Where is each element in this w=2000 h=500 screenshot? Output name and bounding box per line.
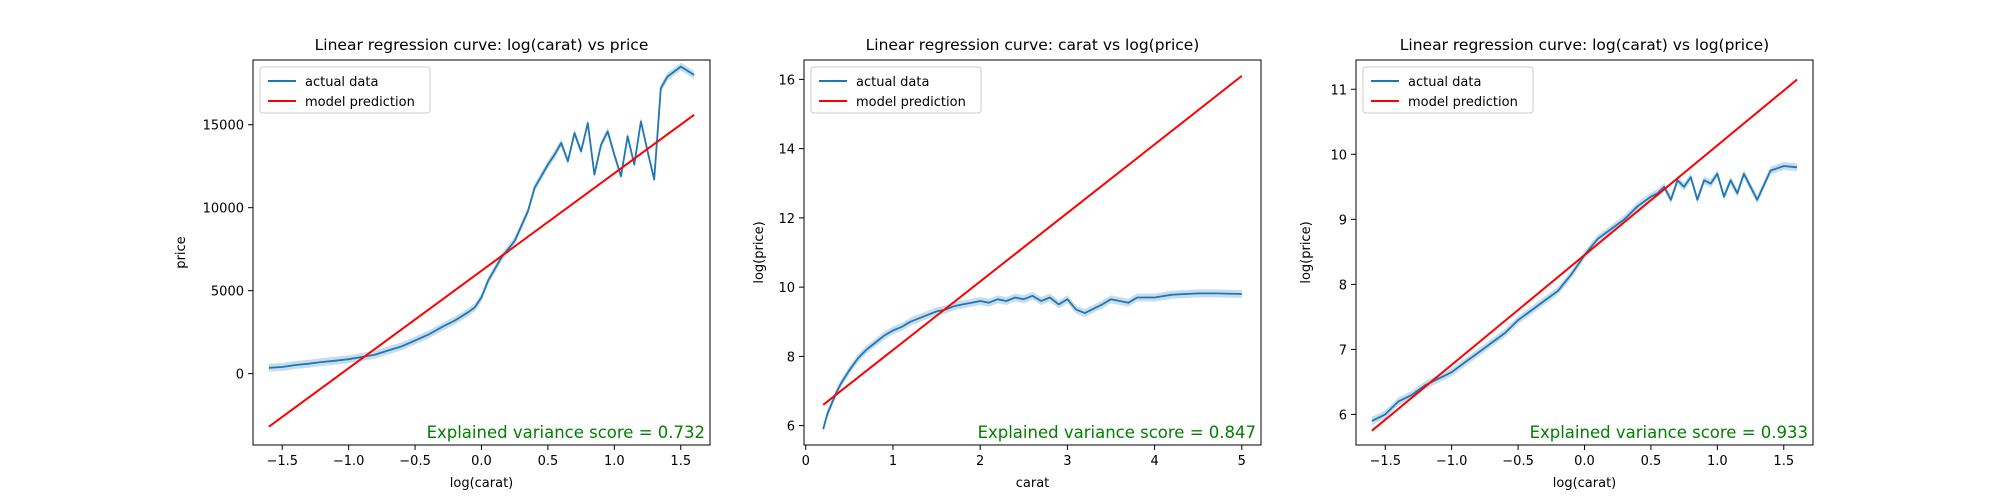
x-tick-label: 1 xyxy=(889,454,897,469)
x-tick-label: −1.5 xyxy=(1369,454,1401,469)
legend: actual data model prediction xyxy=(810,66,982,114)
x-axis-label: carat xyxy=(1016,476,1050,491)
chart-title: Linear regression curve: carat vs log(pr… xyxy=(866,36,1200,54)
explained-variance-annotation: Explained variance score = 0.847 xyxy=(978,423,1256,442)
explained-variance-annotation: Explained variance score = 0.732 xyxy=(427,423,705,442)
x-tick-label: 0.0 xyxy=(471,454,492,469)
legend-label: model prediction xyxy=(1408,95,1518,110)
y-tick-label: 7 xyxy=(1339,343,1347,358)
legend-label: actual data xyxy=(1408,75,1481,90)
y-axis-label: price xyxy=(174,236,189,268)
x-tick-label: 0.0 xyxy=(1574,454,1595,469)
legend-label: model prediction xyxy=(856,95,966,110)
model-prediction-line xyxy=(1371,78,1798,432)
x-tick-label: 0 xyxy=(802,454,810,469)
y-tick-label: 5000 xyxy=(211,285,244,300)
x-tick-label: 3 xyxy=(1063,454,1071,469)
y-tick-label: 15000 xyxy=(203,119,244,134)
x-tick-label: 1.5 xyxy=(670,454,691,469)
x-tick-label: 1.5 xyxy=(1773,454,1794,469)
model-prediction-line xyxy=(268,113,695,428)
legend-label: actual data xyxy=(305,75,378,90)
x-tick-label: −1.5 xyxy=(266,454,298,469)
explained-variance-annotation: Explained variance score = 0.933 xyxy=(1530,423,1808,442)
chart-panel-3: −1.5 −1.0 −0.5 0.0 0.5 1.0 1.5 6 7 8 9 10 11 Linear r… xyxy=(1299,36,1814,491)
x-tick-label: −1.0 xyxy=(1436,454,1468,469)
chart-title: Linear regression curve: log(carat) vs l… xyxy=(1400,36,1769,54)
series-group xyxy=(822,75,1243,434)
x-tick-label: −1.0 xyxy=(333,454,365,469)
legend-box xyxy=(810,66,982,114)
model-prediction-line xyxy=(822,75,1243,406)
legend-box xyxy=(259,66,431,114)
x-tick-label: 4 xyxy=(1150,454,1158,469)
x-tick-label: 1.0 xyxy=(1707,454,1728,469)
chart-panel-1: −1.5 −1.0 −0.5 0.0 0.5 1.0 1.5 0 5000 10000 15000 L… xyxy=(174,36,711,491)
x-tick-label: −0.5 xyxy=(399,454,431,469)
chart-title: Linear regression curve: log(carat) vs p… xyxy=(315,36,649,54)
axes-frame xyxy=(803,59,1262,446)
y-tick-label: 10000 xyxy=(203,202,244,217)
y-tick-label: 16 xyxy=(778,73,795,88)
x-axis-label: log(carat) xyxy=(450,476,513,491)
plot-area xyxy=(253,60,710,445)
y-tick-label: 10 xyxy=(1330,148,1347,163)
legend-label: model prediction xyxy=(305,95,415,110)
x-tick-label: 1.0 xyxy=(604,454,625,469)
y-tick-label: 14 xyxy=(778,143,795,158)
y-tick-label: 6 xyxy=(1339,408,1347,423)
y-tick-label: 9 xyxy=(1339,213,1347,228)
legend: actual data model prediction xyxy=(1362,66,1534,114)
y-tick-label: 8 xyxy=(787,350,795,365)
x-tick-label: 0.5 xyxy=(1641,454,1662,469)
x-axis-label: log(carat) xyxy=(1553,476,1616,491)
y-tick-label: 12 xyxy=(778,212,795,227)
y-axis-label: log(price) xyxy=(752,221,767,283)
x-tick-label: 2 xyxy=(976,454,984,469)
x-tick-label: −0.5 xyxy=(1502,454,1534,469)
legend-label: actual data xyxy=(856,75,929,90)
series-group xyxy=(1371,78,1798,432)
y-tick-label: 10 xyxy=(778,281,795,296)
y-tick-label: 0 xyxy=(236,368,244,383)
series-group xyxy=(268,62,695,428)
legend: actual data model prediction xyxy=(259,66,431,114)
plot-area xyxy=(804,60,1261,445)
x-tick-label: 5 xyxy=(1238,454,1246,469)
actual-data-line xyxy=(822,292,1242,430)
y-tick-label: 8 xyxy=(1339,278,1347,293)
legend-box xyxy=(1362,66,1534,114)
x-tick-label: 0.5 xyxy=(538,454,559,469)
y-tick-label: 6 xyxy=(787,420,795,435)
actual-data-line xyxy=(268,65,695,369)
actual-data-line xyxy=(1371,165,1798,422)
y-axis-label: log(price) xyxy=(1299,221,1314,283)
y-tick-label: 11 xyxy=(1330,83,1347,98)
